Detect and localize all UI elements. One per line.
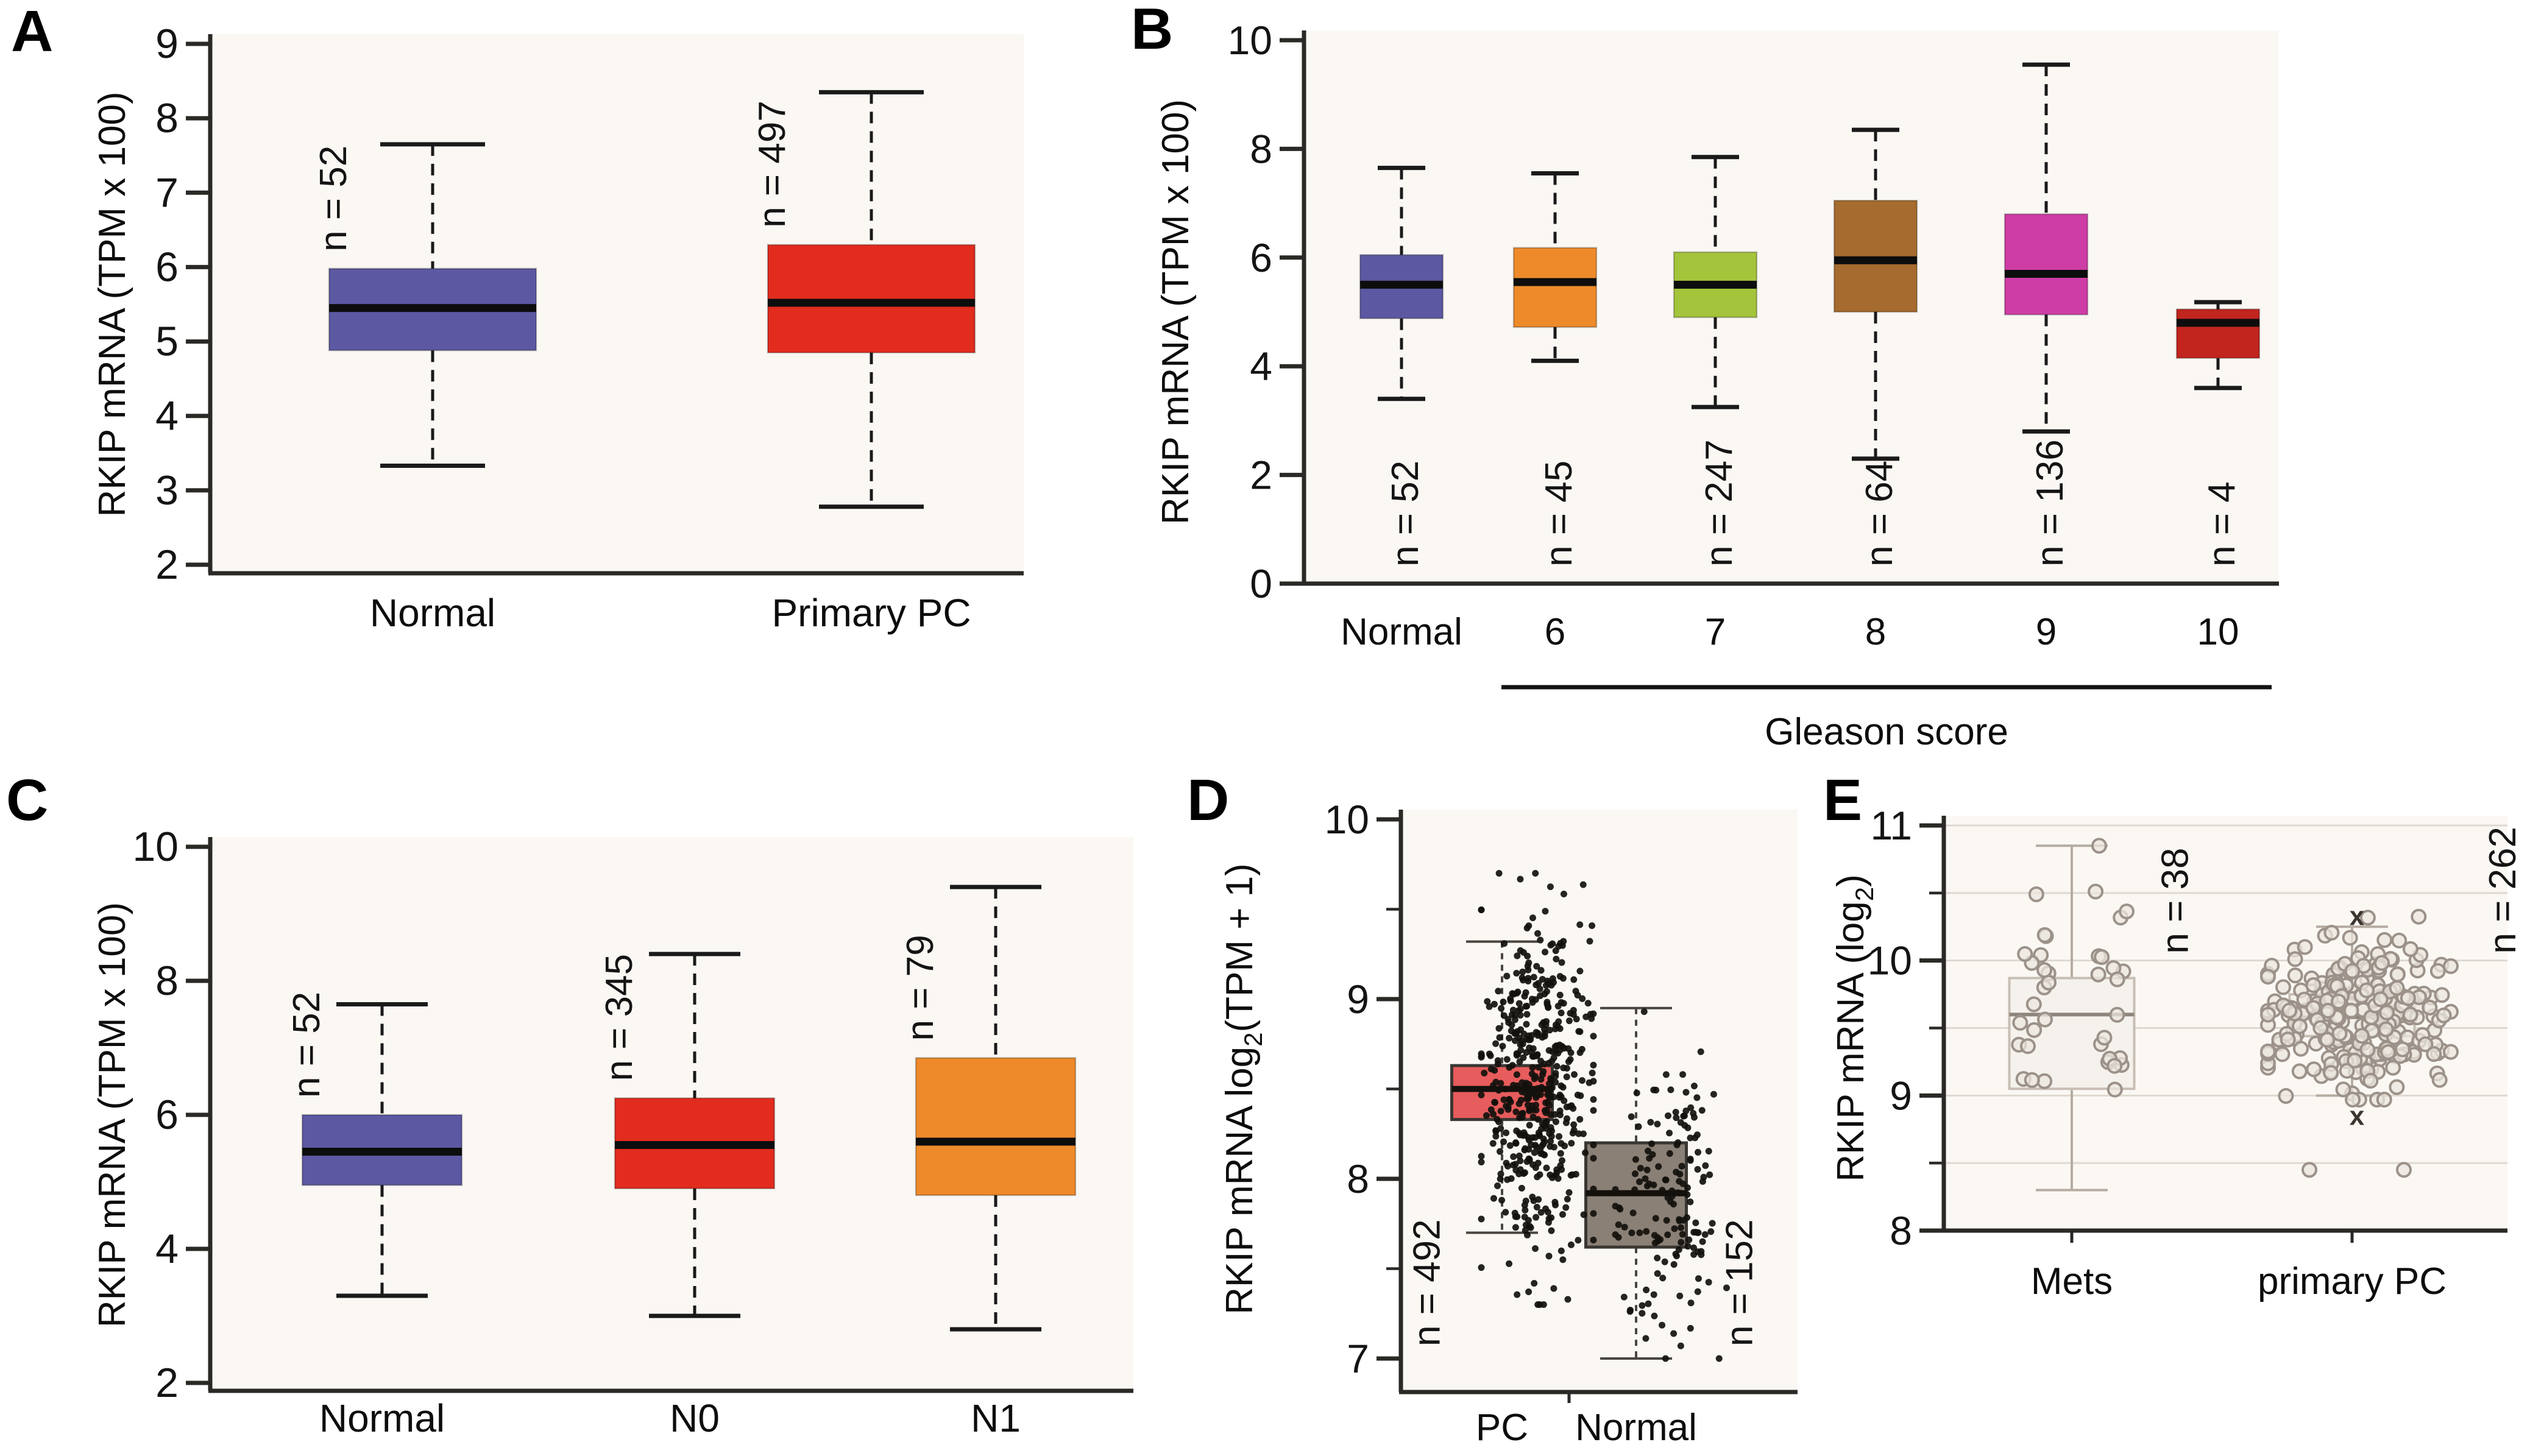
n-label-Primary PC: n = 497 [751, 101, 793, 228]
outlier-x-marker: x [2350, 1101, 2365, 1131]
category-label-9: 9 [2036, 611, 2057, 653]
y-tick-label: 9 [155, 21, 179, 67]
y-tick-label: 8 [155, 95, 179, 141]
y-tick-label: 6 [155, 1092, 179, 1138]
n-label-primary PC: n = 262 [2482, 827, 2524, 954]
n-label-Normal: n = 52 [1384, 461, 1426, 567]
n-label-9: n = 136 [2029, 439, 2071, 567]
panel-label-d: D [1187, 768, 1230, 833]
category-label-10: 10 [2197, 611, 2239, 653]
panel-label-b: B [1131, 0, 1174, 62]
y-tick-label: 2 [1250, 453, 1272, 498]
y-tick-label: 9 [1347, 977, 1369, 1022]
box-Primary PC [767, 244, 976, 354]
scatter-Mets [2011, 838, 2135, 1098]
y-axis-label: RKIP mRNA log2(TPM + 1) [1219, 863, 1267, 1315]
y-tick-label: 6 [1250, 235, 1272, 280]
outlier-point [2396, 1162, 2412, 1178]
y-tick-label: 8 [155, 958, 179, 1004]
box-10 [2175, 308, 2261, 359]
y-tick-label: 4 [155, 1226, 179, 1272]
category-label-Primary PC: Primary PC [771, 591, 971, 635]
scatter-Normal [1612, 1008, 1730, 1362]
panel-label-e: E [1823, 768, 1863, 833]
plot-area [1304, 30, 2279, 584]
category-label-N1: N1 [971, 1396, 1021, 1440]
n-label-N1: n = 79 [899, 935, 941, 1041]
axes: 8 9 10 11 [1868, 803, 2507, 1253]
y-axis-label: RKIP mRNA (TPM x 100) [91, 902, 133, 1327]
y-tick-label: 11 [1870, 803, 1912, 848]
scatter-PC [1478, 870, 1597, 1308]
panel-A: 2 3 4 5 6 7 8 9 RKIP mRNA (TPM x 100) Normal n = 5… [91, 21, 1024, 635]
category-label-6: 6 [1545, 611, 1565, 653]
box-9 [2004, 213, 2089, 316]
category-label-Normal: Normal [1575, 1407, 1697, 1449]
outlier-x-marker: x [2350, 902, 2365, 931]
axes: 7 8 9 10 [1325, 797, 1798, 1403]
category-label-8: 8 [1865, 611, 1886, 653]
y-tick-label: 10 [132, 824, 179, 870]
y-tick-label: 5 [155, 319, 179, 365]
y-tick-label: 10 [1325, 797, 1369, 842]
y-tick-label: 3 [155, 467, 179, 514]
axes: 2 3 4 5 6 7 8 9 [155, 21, 1024, 588]
category-label-PC: PC [1476, 1407, 1528, 1449]
y-tick-label: 4 [155, 393, 179, 439]
box-8 [1833, 199, 1918, 313]
y-tick-label: 0 [1250, 561, 1272, 606]
boxes [301, 885, 1077, 1332]
y-tick-label: 8 [1890, 1208, 1912, 1253]
category-label-N0: N0 [670, 1396, 720, 1440]
y-axis-label: RKIP mRNA (TPM x 100) [1155, 99, 1197, 525]
y-tick-label: 8 [1250, 126, 1272, 171]
panel-D: 7 8 9 10 RKIP mRNA log2(TPM + 1) PC n = 492 Nor… [1219, 797, 1798, 1449]
n-label-N0: n = 345 [598, 954, 640, 1081]
y-tick-label: 8 [1347, 1156, 1369, 1201]
y-tick-label: 2 [155, 542, 179, 588]
axes: 0 2 4 6 8 10 [1228, 18, 2279, 606]
box-N1 [915, 1057, 1077, 1196]
y-tick-label: 6 [155, 244, 179, 290]
y-tick-label: 10 [1868, 938, 1912, 983]
panel-B: 0 2 4 6 8 10 RKIP mRNA (TPM x 100) Normal n = 52… [1155, 18, 2279, 753]
n-label-Normal: n = 52 [313, 146, 355, 252]
axes: 2 4 6 8 10 [132, 824, 1133, 1406]
n-label-Mets: n = 38 [2155, 847, 2197, 953]
y-tick-label: 4 [1250, 344, 1272, 389]
panel-C: 2 4 6 8 10 RKIP mRNA (TPM x 100) Normal n = 52 N… [91, 824, 1133, 1440]
n-label-Normal: n = 52 [286, 992, 328, 1098]
n-label-6: n = 45 [1538, 461, 1580, 567]
n-label-PC: n = 492 [1406, 1219, 1448, 1346]
category-label-Normal: Normal [1341, 611, 1462, 653]
panel-label-a: A [11, 0, 54, 64]
category-label-Normal: Normal [319, 1396, 445, 1440]
category-label-Mets: Mets [2031, 1260, 2113, 1302]
y-tick-label: 9 [1890, 1073, 1912, 1118]
y-tick-label: 7 [155, 169, 179, 216]
outlier-point [2301, 1162, 2317, 1178]
n-label-7: n = 247 [1698, 439, 1740, 567]
category-label-Normal: Normal [370, 591, 495, 635]
group-label: Gleason score [1765, 711, 2008, 753]
y-tick-label: 7 [1347, 1336, 1369, 1381]
y-axis-label: RKIP mRNA (TPM x 100) [91, 91, 133, 517]
y-axis-label: RKIP mRNA (log2) [1830, 874, 1879, 1182]
scatter-primary PC: xx [2260, 902, 2459, 1178]
y-tick-label: 2 [155, 1360, 179, 1406]
n-label-Normal: n = 152 [1719, 1219, 1761, 1346]
n-label-8: n = 64 [1859, 461, 1901, 567]
n-label-10: n = 4 [2201, 481, 2243, 567]
boxes [1359, 62, 2261, 461]
panel-label-c: C [6, 768, 49, 833]
category-label-7: 7 [1705, 611, 1726, 653]
boxes [328, 90, 976, 509]
category-label-primary PC: primary PC [2258, 1260, 2447, 1302]
y-tick-label: 10 [1228, 18, 1272, 63]
box-6 [1512, 247, 1598, 328]
